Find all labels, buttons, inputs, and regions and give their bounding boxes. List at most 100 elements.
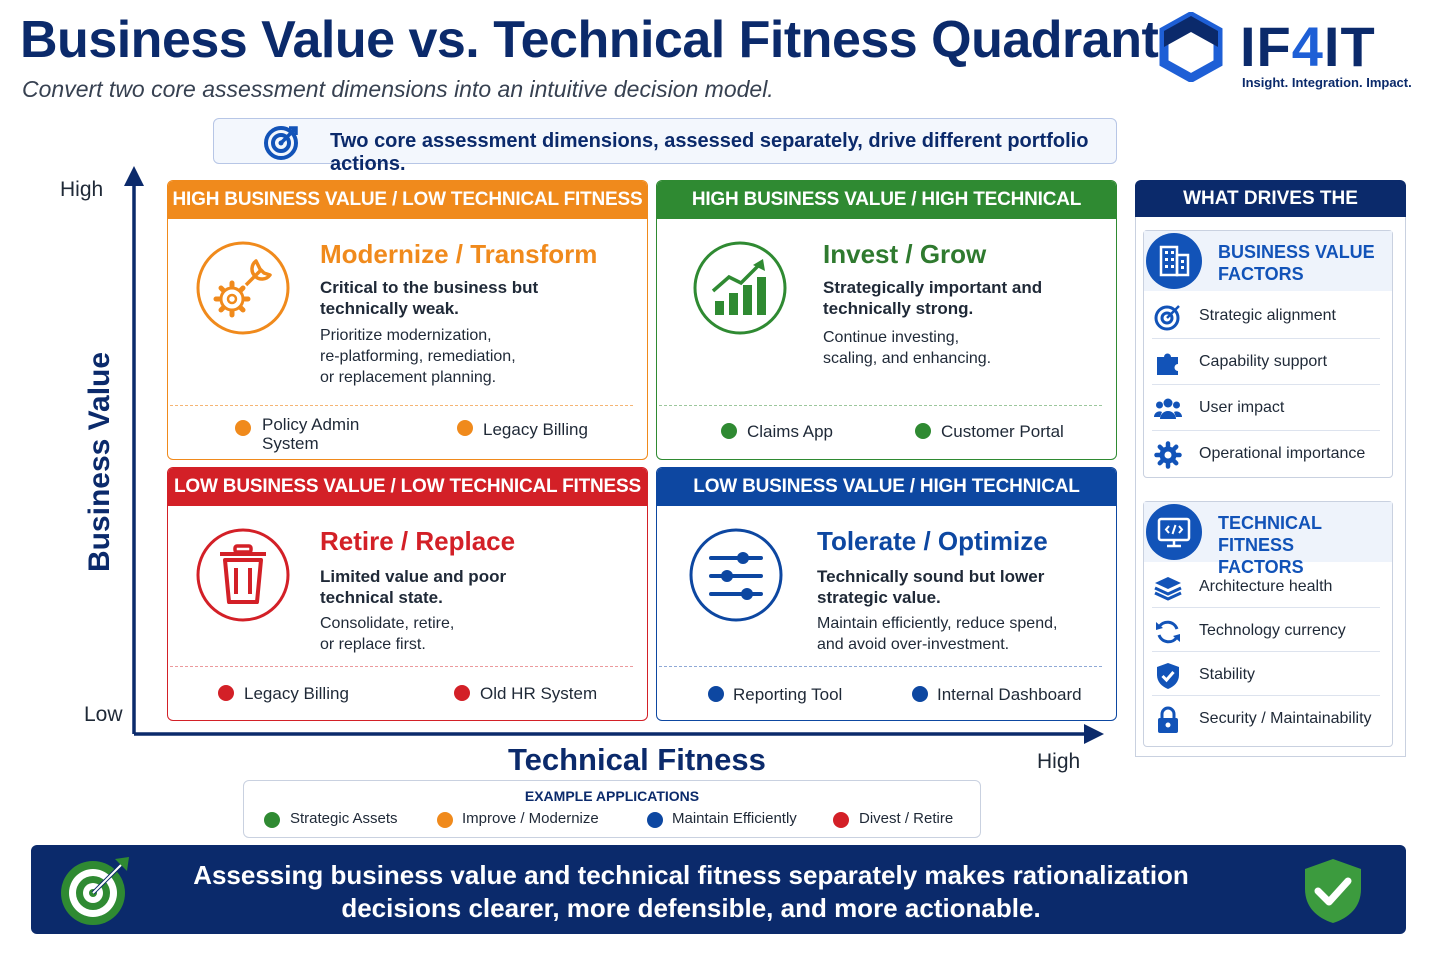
quadrant-title: Retire / Replace xyxy=(320,526,516,556)
factor-architecture-health: Architecture health xyxy=(1152,564,1380,608)
quadrant-title: Tolerate / Optimize xyxy=(817,526,1048,556)
app-dot xyxy=(218,685,234,701)
app-label: Internal Dashboard xyxy=(937,685,1082,704)
legend-item-strategic: Strategic Assets xyxy=(290,810,398,827)
factor-capability-support: Capability support xyxy=(1152,339,1380,385)
users-icon xyxy=(1154,398,1182,419)
factor-label: Operational importance xyxy=(1199,445,1366,462)
wrench-gear-icon xyxy=(196,241,290,335)
hexagon-logo-icon xyxy=(1159,12,1223,82)
logo-wordmark: IF4IT xyxy=(1240,15,1376,78)
factor-header: TECHNICAL FITNESS FACTORS xyxy=(1144,502,1392,577)
legend-dot-improve xyxy=(437,812,453,828)
app-label: Claims App xyxy=(747,422,833,441)
lock-icon xyxy=(1158,706,1178,733)
app-dot xyxy=(454,685,470,701)
app-dot xyxy=(721,423,737,439)
factor-header: BUSINESS VALUE FACTORS xyxy=(1144,231,1392,291)
quadrant-header: HIGH BUSINESS VALUE / LOW TECHNICAL FITN… xyxy=(168,181,647,219)
quadrant-divider xyxy=(659,666,1102,667)
logo-tagline: Insight. Integration. Impact. xyxy=(1242,75,1412,90)
quadrant-lead: Limited value and poor technical state. xyxy=(320,567,507,607)
target-icon xyxy=(1154,305,1180,331)
business-value-factors: BUSINESS VALUE FACTORS Strategic alignme… xyxy=(1143,230,1393,478)
legend-dot-maintain xyxy=(647,812,663,828)
legend-item-maintain: Maintain Efficiently xyxy=(672,810,797,827)
x-axis-high-label: High xyxy=(1037,750,1081,773)
quadrant-title: Invest / Grow xyxy=(823,239,987,269)
factor-title: TECHNICAL FITNESS FACTORS xyxy=(1218,513,1322,577)
legend-title: EXAMPLE APPLICATIONS xyxy=(524,788,700,804)
layers-icon xyxy=(1154,577,1182,601)
company-logo: IF4IT Insight. Integration. Impact. xyxy=(1156,12,1416,97)
quadrant-divider xyxy=(659,405,1102,406)
quadrant-divider xyxy=(170,405,633,406)
app-label: Reporting Tool xyxy=(733,685,843,704)
quadrant-description: Continue investing, scaling, and enhanci… xyxy=(823,329,992,367)
puzzle-icon xyxy=(1157,353,1178,375)
shield-check-icon xyxy=(1305,859,1361,923)
factor-label: Technology currency xyxy=(1199,622,1346,639)
app-dot xyxy=(235,420,251,436)
factor-label: Security / Maintainability xyxy=(1199,710,1372,727)
factor-user-impact: User impact xyxy=(1152,385,1380,431)
quadrant-header: LOW BUSINESS VALUE / LOW TECHNICAL FITNE… xyxy=(168,468,647,506)
page-title: Business Value vs. Technical Fitness Qua… xyxy=(20,11,1159,69)
factor-label: Strategic alignment xyxy=(1199,307,1336,324)
app-label: Legacy Billing xyxy=(483,420,588,439)
factor-strategic-alignment: Strategic alignment xyxy=(1152,293,1380,339)
shield-check-icon xyxy=(1157,663,1179,689)
quadrant-lead: Critical to the business but technically… xyxy=(320,278,539,318)
quadrant-description: Prioritize modernization, re-platforming… xyxy=(320,327,516,386)
factor-security-maintainability: Security / Maintainability xyxy=(1152,696,1380,740)
panel-frame xyxy=(1135,217,1406,757)
y-axis-high-label: High xyxy=(60,178,104,201)
quadrant-description: Maintain efficiently, reduce spend, and … xyxy=(817,615,1058,653)
quadrant-divider xyxy=(170,666,633,667)
app-dot xyxy=(708,686,724,702)
y-axis-title: Business Value xyxy=(83,351,116,573)
quadrant-lead: Technically sound but lower strategic va… xyxy=(817,567,1045,607)
monitor-code-icon xyxy=(1146,504,1202,560)
panel-title: WHAT DRIVES THE SCORES? xyxy=(1135,180,1406,246)
quadrant-modernize-transform: HIGH BUSINESS VALUE / LOW TECHNICAL FITN… xyxy=(167,180,648,460)
y-axis-arrow xyxy=(124,166,144,186)
app-dot xyxy=(915,423,931,439)
factor-label: Capability support xyxy=(1199,353,1328,370)
legend-item-divest: Divest / Retire xyxy=(859,810,954,827)
app-label: Customer Portal xyxy=(941,422,1064,441)
banner-text: Two core assessment dimensions, assessed… xyxy=(330,130,1089,175)
x-axis-arrow xyxy=(1084,724,1104,744)
app-label: Policy Admin System xyxy=(262,415,360,453)
trash-icon xyxy=(196,528,290,622)
factor-operational-importance: Operational importance xyxy=(1152,431,1380,477)
quadrant-title: Modernize / Transform xyxy=(320,239,598,269)
refresh-icon xyxy=(1156,620,1180,644)
quadrant-header: LOW BUSINESS VALUE / HIGH TECHNICAL FITN… xyxy=(657,468,1116,535)
factor-title: BUSINESS VALUE FACTORS xyxy=(1218,242,1375,284)
app-label: Legacy Billing xyxy=(244,684,349,703)
app-dot xyxy=(457,420,473,436)
building-icon xyxy=(1146,233,1202,289)
page-subtitle: Convert two core assessment dimensions i… xyxy=(22,76,774,102)
quadrant-header: HIGH BUSINESS VALUE / HIGH TECHNICAL FIT… xyxy=(657,181,1116,248)
x-axis-title: Technical Fitness xyxy=(508,742,766,777)
legend-item-improve: Improve / Modernize xyxy=(462,810,599,827)
legend-dot-strategic xyxy=(264,812,280,828)
quadrant-tolerate-optimize: LOW BUSINESS VALUE / HIGH TECHNICAL FITN… xyxy=(656,467,1117,721)
factor-technology-currency: Technology currency xyxy=(1152,608,1380,652)
sliders-icon xyxy=(689,528,783,622)
quadrant-retire-replace: LOW BUSINESS VALUE / LOW TECHNICAL FITNE… xyxy=(167,467,648,721)
legend-dot-divest xyxy=(833,812,849,828)
app-dot xyxy=(912,686,928,702)
quadrant-lead: Strategically important and technically … xyxy=(823,278,1043,318)
technical-fitness-factors: TECHNICAL FITNESS FACTORS Architecture h… xyxy=(1143,501,1393,747)
factor-label: Stability xyxy=(1199,666,1256,683)
target-icon xyxy=(264,126,298,160)
app-label: Old HR System xyxy=(480,684,598,703)
y-axis-low-label: Low xyxy=(84,703,123,726)
factor-label: User impact xyxy=(1199,399,1285,416)
growth-chart-icon xyxy=(693,241,787,335)
info-banner: Two core assessment dimensions, assessed… xyxy=(213,118,1117,175)
example-applications-legend: EXAMPLE APPLICATIONS Strategic Assets Im… xyxy=(243,780,981,838)
